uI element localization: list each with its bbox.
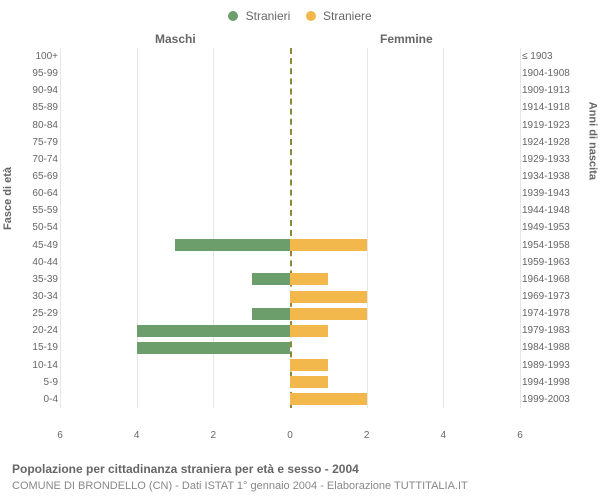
bar-female <box>290 273 328 285</box>
pyramid-row <box>60 322 520 339</box>
ylabel-birth: 1944-1948 <box>522 202 580 219</box>
ylabel-birth: 1949-1953 <box>522 219 580 236</box>
xaxis-tick-label: 6 <box>517 430 523 441</box>
ylabel-age: 95-99 <box>22 65 58 82</box>
xaxis-tick-label: 2 <box>211 430 217 441</box>
ylabel-age: 5-9 <box>22 374 58 391</box>
pyramid-row <box>60 185 520 202</box>
ylabel-age: 10-14 <box>22 357 58 374</box>
ylabel-age: 75-79 <box>22 134 58 151</box>
bar-female <box>290 359 328 371</box>
pyramid-row <box>60 168 520 185</box>
ylabel-birth: ≤ 1903 <box>522 48 580 65</box>
ylabel-age: 50-54 <box>22 219 58 236</box>
pyramid-row <box>60 48 520 65</box>
ylabel-age: 80-84 <box>22 117 58 134</box>
ylabel-age: 20-24 <box>22 322 58 339</box>
chart-container: Stranieri Straniere Maschi Femmine Fasce… <box>0 0 600 500</box>
bar-female <box>290 376 328 388</box>
bar-male <box>252 308 290 320</box>
yaxis-title-right: Anni di nascita <box>586 102 598 180</box>
pyramid-row <box>60 151 520 168</box>
bar-male <box>137 342 290 354</box>
ylabel-birth: 1989-1993 <box>522 357 580 374</box>
ylabel-birth: 1919-1923 <box>522 117 580 134</box>
pyramid-row <box>60 339 520 356</box>
ylabel-age: 40-44 <box>22 254 58 271</box>
ylabel-birth: 1974-1978 <box>522 305 580 322</box>
pyramid-row <box>60 271 520 288</box>
ylabel-birth: 1909-1913 <box>522 82 580 99</box>
chart-subtitle: COMUNE DI BRONDELLO (CN) - Dati ISTAT 1°… <box>12 480 468 492</box>
ylabel-birth: 1914-1918 <box>522 99 580 116</box>
legend-swatch-male <box>228 11 238 21</box>
pyramid-row <box>60 202 520 219</box>
ylabel-birth: 1979-1983 <box>522 322 580 339</box>
ylabel-age: 100+ <box>22 48 58 65</box>
legend-label-male: Stranieri <box>246 9 291 23</box>
chart-title: Popolazione per cittadinanza straniera p… <box>12 462 359 476</box>
pyramid-row <box>60 374 520 391</box>
column-header-male: Maschi <box>155 32 196 46</box>
ylabel-age: 0-4 <box>22 391 58 408</box>
ylabel-birth: 1904-1908 <box>522 65 580 82</box>
yaxis-title-left: Fasce di età <box>2 167 14 230</box>
legend-label-female: Straniere <box>323 9 372 23</box>
pyramid-row <box>60 134 520 151</box>
ylabel-birth: 1999-2003 <box>522 391 580 408</box>
xaxis-tick-label: 2 <box>364 430 370 441</box>
ylabel-birth: 1924-1928 <box>522 134 580 151</box>
ylabel-birth: 1929-1933 <box>522 151 580 168</box>
legend-item-male: Stranieri <box>228 8 290 23</box>
legend-item-female: Straniere <box>306 8 372 23</box>
pyramid-row <box>60 237 520 254</box>
bar-female <box>290 393 367 405</box>
ylabel-age: 35-39 <box>22 271 58 288</box>
ylabel-age: 90-94 <box>22 82 58 99</box>
ylabel-birth: 1954-1958 <box>522 237 580 254</box>
legend-swatch-female <box>306 11 316 21</box>
ylabel-age: 60-64 <box>22 185 58 202</box>
ylabel-birth: 1984-1988 <box>522 339 580 356</box>
pyramid-row <box>60 357 520 374</box>
pyramid-row <box>60 219 520 236</box>
pyramid-row <box>60 65 520 82</box>
bar-male <box>175 239 290 251</box>
ylabel-birth: 1959-1963 <box>522 254 580 271</box>
ylabel-birth: 1969-1973 <box>522 288 580 305</box>
bar-male <box>252 273 290 285</box>
pyramid-row <box>60 254 520 271</box>
ylabel-age: 85-89 <box>22 99 58 116</box>
ylabel-birth: 1994-1998 <box>522 374 580 391</box>
ylabel-birth: 1939-1943 <box>522 185 580 202</box>
xaxis-tick-label: 6 <box>57 430 63 441</box>
ylabel-age: 30-34 <box>22 288 58 305</box>
legend: Stranieri Straniere <box>0 8 600 23</box>
bar-female <box>290 291 367 303</box>
ylabel-age: 55-59 <box>22 202 58 219</box>
pyramid-row <box>60 288 520 305</box>
bar-male <box>137 325 290 337</box>
bar-female <box>290 308 367 320</box>
xaxis-tick-label: 4 <box>134 430 140 441</box>
ylabel-birth: 1964-1968 <box>522 271 580 288</box>
pyramid-row <box>60 99 520 116</box>
pyramid-row <box>60 305 520 322</box>
ylabel-age: 45-49 <box>22 237 58 254</box>
bar-female <box>290 239 367 251</box>
bar-female <box>290 325 328 337</box>
xaxis-tick-label: 0 <box>287 430 293 441</box>
ylabel-age: 25-29 <box>22 305 58 322</box>
ylabel-age: 70-74 <box>22 151 58 168</box>
plot-area <box>60 48 520 428</box>
column-header-female: Femmine <box>380 32 433 46</box>
gridline <box>520 48 521 408</box>
pyramid-row <box>60 391 520 408</box>
pyramid-row <box>60 117 520 134</box>
xaxis-tick-label: 4 <box>441 430 447 441</box>
ylabel-birth: 1934-1938 <box>522 168 580 185</box>
ylabel-age: 65-69 <box>22 168 58 185</box>
ylabel-age: 15-19 <box>22 339 58 356</box>
pyramid-row <box>60 82 520 99</box>
